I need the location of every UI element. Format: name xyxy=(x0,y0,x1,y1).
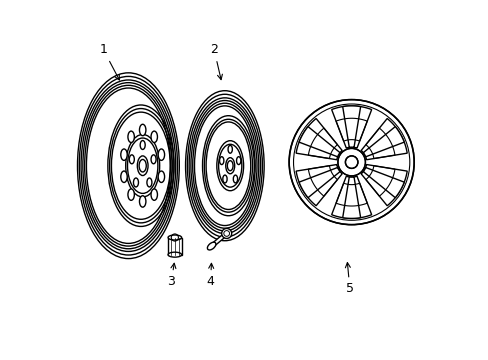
Text: 1: 1 xyxy=(99,43,119,80)
Text: 3: 3 xyxy=(167,263,176,288)
Polygon shape xyxy=(168,238,181,255)
Polygon shape xyxy=(363,127,404,157)
Ellipse shape xyxy=(128,131,134,143)
Ellipse shape xyxy=(233,175,237,183)
Text: 2: 2 xyxy=(210,43,222,80)
Ellipse shape xyxy=(236,157,241,165)
Ellipse shape xyxy=(133,178,138,187)
Polygon shape xyxy=(331,176,371,219)
Ellipse shape xyxy=(227,145,232,153)
Polygon shape xyxy=(331,106,371,148)
Ellipse shape xyxy=(151,189,157,200)
Polygon shape xyxy=(210,232,227,247)
Circle shape xyxy=(345,156,357,168)
Ellipse shape xyxy=(140,140,145,149)
Ellipse shape xyxy=(223,175,226,183)
Polygon shape xyxy=(299,127,339,157)
Ellipse shape xyxy=(146,178,152,187)
Polygon shape xyxy=(296,165,342,206)
Polygon shape xyxy=(363,167,404,198)
Text: 5: 5 xyxy=(345,262,353,296)
Text: 4: 4 xyxy=(206,263,214,288)
Ellipse shape xyxy=(137,156,148,176)
Ellipse shape xyxy=(129,155,134,164)
Polygon shape xyxy=(342,106,360,147)
Ellipse shape xyxy=(139,196,145,207)
Ellipse shape xyxy=(151,155,156,164)
Ellipse shape xyxy=(158,171,164,183)
Ellipse shape xyxy=(219,157,224,165)
Polygon shape xyxy=(361,165,407,206)
Ellipse shape xyxy=(151,131,157,143)
Polygon shape xyxy=(299,167,339,198)
Polygon shape xyxy=(296,118,342,160)
Ellipse shape xyxy=(207,242,215,250)
Ellipse shape xyxy=(216,141,243,191)
Polygon shape xyxy=(361,118,407,160)
Ellipse shape xyxy=(225,158,234,174)
Ellipse shape xyxy=(158,149,164,161)
Ellipse shape xyxy=(125,134,160,197)
Circle shape xyxy=(288,100,413,225)
Ellipse shape xyxy=(168,235,181,240)
Ellipse shape xyxy=(128,189,134,200)
Ellipse shape xyxy=(121,171,127,183)
Circle shape xyxy=(221,229,231,238)
Ellipse shape xyxy=(139,124,145,136)
Ellipse shape xyxy=(121,149,127,161)
Polygon shape xyxy=(342,177,360,219)
Circle shape xyxy=(337,148,365,176)
Ellipse shape xyxy=(168,252,181,257)
